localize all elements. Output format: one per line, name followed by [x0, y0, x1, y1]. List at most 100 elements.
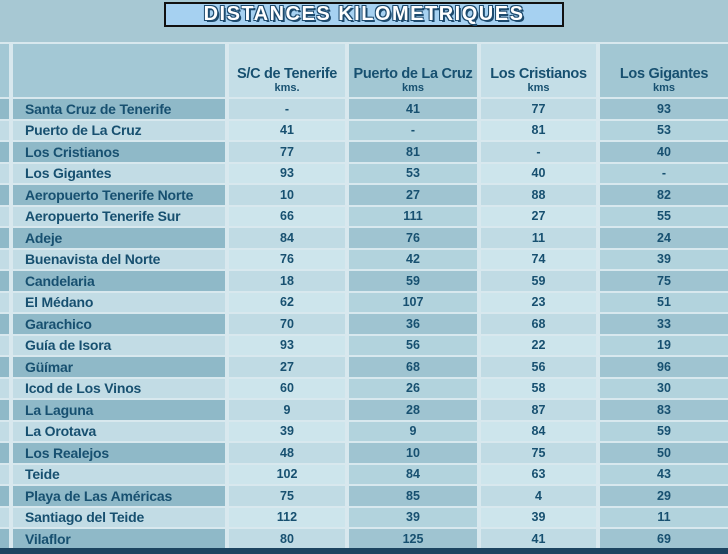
distance-cell: 11 — [481, 228, 596, 248]
distance-cell: 27 — [229, 357, 345, 377]
row-strip-cell — [0, 206, 9, 226]
distance-cell: 75 — [600, 271, 728, 291]
distance-cell: - — [481, 142, 596, 162]
page-title: DISTANCES KILOMETRIQUES — [164, 2, 564, 27]
page-title-text: DISTANCES KILOMETRIQUES — [203, 3, 525, 25]
row-strip-cell — [0, 292, 9, 312]
distance-cell: 74 — [481, 249, 596, 269]
row-label-cell: Aeropuerto Tenerife Norte — [13, 185, 225, 205]
distance-cell: - — [229, 99, 345, 119]
distance-cell: 75 — [229, 486, 345, 506]
row-strip-cell — [0, 185, 9, 205]
column-header-cell: Los Gigantes kms — [600, 44, 728, 97]
row-strip-cell — [0, 400, 9, 420]
distance-cell: 77 — [229, 142, 345, 162]
column-header-label: Los Cristianos — [490, 66, 587, 82]
distance-cell: 39 — [349, 507, 477, 527]
distance-cell: 76 — [229, 249, 345, 269]
distance-cell: 43 — [600, 464, 728, 484]
distance-cell: 88 — [481, 185, 596, 205]
column-header-label: Puerto de La Cruz — [353, 66, 473, 82]
row-label-cell: Adeje — [13, 228, 225, 248]
distance-cell: 84 — [349, 464, 477, 484]
column-header-cell: Puerto de La Cruz kms — [349, 44, 477, 97]
distance-cell: 56 — [349, 335, 477, 355]
distance-cell: 29 — [600, 486, 728, 506]
row-strip-cell — [0, 163, 9, 183]
distance-cell: 58 — [481, 378, 596, 398]
distance-cell: 27 — [481, 206, 596, 226]
distance-cell: 27 — [349, 185, 477, 205]
distance-cell: 80 — [229, 529, 345, 549]
row-label-cell: Icod de Los Vinos — [13, 378, 225, 398]
distance-cell: 81 — [349, 142, 477, 162]
row-strip-cell — [0, 120, 9, 140]
row-strip-cell — [0, 271, 9, 291]
row-strip-cell — [0, 99, 9, 119]
distance-cell: 4 — [481, 486, 596, 506]
row-label-header-cell — [13, 44, 225, 97]
distance-cell: 9 — [229, 400, 345, 420]
distance-cell: 84 — [481, 421, 596, 441]
distance-cell: 62 — [229, 292, 345, 312]
row-label-cell: Los Gigantes — [13, 163, 225, 183]
row-strip-cell — [0, 464, 9, 484]
distance-cell: 107 — [349, 292, 477, 312]
distance-cell: 81 — [481, 120, 596, 140]
distance-cell: 75 — [481, 443, 596, 463]
column-header-unit: kms — [652, 82, 676, 94]
distance-cell: 60 — [229, 378, 345, 398]
distance-cell: 59 — [349, 271, 477, 291]
distance-cell: 9 — [349, 421, 477, 441]
row-label-cell: Los Cristianos — [13, 142, 225, 162]
distance-cell: 53 — [600, 120, 728, 140]
distance-cell: 33 — [600, 314, 728, 334]
row-strip-cell — [0, 142, 9, 162]
column-header-cell: Los Cristianos kms — [481, 44, 596, 97]
distance-cell: 87 — [481, 400, 596, 420]
distance-cell: 10 — [229, 185, 345, 205]
distance-cell: 41 — [229, 120, 345, 140]
distance-cell: 125 — [349, 529, 477, 549]
row-strip-cell — [0, 335, 9, 355]
row-label-cell: Puerto de La Cruz — [13, 120, 225, 140]
row-strip-cell — [0, 529, 9, 549]
distance-cell: 48 — [229, 443, 345, 463]
distance-cell: 50 — [600, 443, 728, 463]
distance-cell: 82 — [600, 185, 728, 205]
distance-cell: - — [600, 163, 728, 183]
distance-cell: 77 — [481, 99, 596, 119]
distance-cell: - — [349, 120, 477, 140]
distance-cell: 41 — [349, 99, 477, 119]
distance-cell: 30 — [600, 378, 728, 398]
distance-cell: 68 — [349, 357, 477, 377]
distance-cell: 111 — [349, 206, 477, 226]
column-header-unit: kms. — [274, 82, 300, 94]
distance-cell: 28 — [349, 400, 477, 420]
table-corner-strip-cell — [0, 44, 9, 97]
column-header-cell: S/C de Tenerife kms. — [229, 44, 345, 97]
distance-cell: 69 — [600, 529, 728, 549]
distance-cell: 112 — [229, 507, 345, 527]
row-label-cell: Los Realejos — [13, 443, 225, 463]
row-strip-cell — [0, 486, 9, 506]
row-label-cell: La Orotava — [13, 421, 225, 441]
column-header-unit: kms — [401, 82, 425, 94]
distance-cell: 42 — [349, 249, 477, 269]
row-label-cell: Aeropuerto Tenerife Sur — [13, 206, 225, 226]
distance-cell: 40 — [481, 163, 596, 183]
row-label-cell: Garachico — [13, 314, 225, 334]
distance-cell: 85 — [349, 486, 477, 506]
distance-cell: 59 — [481, 271, 596, 291]
distance-cell: 19 — [600, 335, 728, 355]
distance-cell: 70 — [229, 314, 345, 334]
distance-cell: 40 — [600, 142, 728, 162]
row-label-cell: Teide — [13, 464, 225, 484]
distance-cell: 56 — [481, 357, 596, 377]
row-label-cell: La Laguna — [13, 400, 225, 420]
distance-cell: 10 — [349, 443, 477, 463]
distance-cell: 76 — [349, 228, 477, 248]
distance-cell: 18 — [229, 271, 345, 291]
distance-cell: 84 — [229, 228, 345, 248]
